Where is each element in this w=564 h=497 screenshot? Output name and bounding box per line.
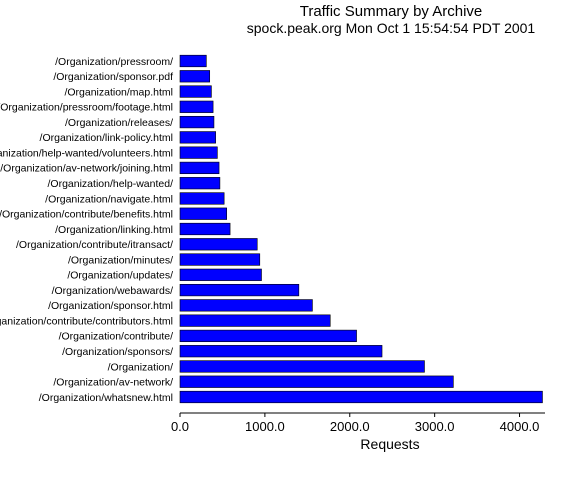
bar bbox=[179, 70, 211, 83]
bar bbox=[179, 375, 454, 388]
bar bbox=[179, 192, 225, 205]
bar bbox=[179, 146, 218, 159]
bar bbox=[179, 161, 220, 175]
category-label: /Organization/sponsors/ bbox=[62, 346, 173, 358]
chart-subtitle: spock.peak.org Mon Oct 1 15:54:54 PDT 20… bbox=[247, 20, 536, 36]
bar bbox=[179, 283, 300, 297]
bar bbox=[179, 390, 543, 404]
category-label: /Organization/av-network/ bbox=[53, 377, 173, 389]
bar bbox=[179, 115, 215, 129]
category-label: /Organization/updates/ bbox=[67, 270, 173, 282]
category-label: /Organization/releases/ bbox=[65, 117, 173, 129]
category-label: /Organization/contribute/contributors.ht… bbox=[0, 315, 173, 327]
x-axis-label: Requests bbox=[360, 436, 419, 452]
category-label: /Organization/pressroom/footage.html bbox=[0, 102, 173, 114]
bar bbox=[179, 85, 212, 98]
bar bbox=[179, 314, 331, 327]
bar bbox=[179, 131, 216, 144]
category-label: /Organization/navigate.html bbox=[45, 193, 173, 205]
bar bbox=[179, 299, 313, 312]
bar bbox=[179, 268, 262, 281]
category-label: /Organization/link-policy.html bbox=[40, 132, 173, 144]
x-tick-label: 4000.0 bbox=[500, 419, 540, 434]
category-label: /Organization/contribute/itransact/ bbox=[16, 239, 173, 251]
category-label: /Organization/sponsor.html bbox=[48, 300, 173, 312]
category-label: /Organization/ bbox=[108, 361, 173, 373]
bar bbox=[179, 207, 227, 220]
category-label: /Organization/linking.html bbox=[55, 224, 173, 236]
chart-title: Traffic Summary by Archive bbox=[300, 3, 483, 20]
bar bbox=[179, 253, 261, 266]
bar bbox=[179, 360, 425, 373]
bar bbox=[179, 222, 231, 236]
x-tick-label: 1000.0 bbox=[245, 419, 285, 434]
bar bbox=[179, 238, 258, 251]
category-label: /Organization/pressroom/ bbox=[55, 56, 173, 68]
category-label: /Organization/map.html bbox=[64, 86, 173, 98]
x-tick-label: 2000.0 bbox=[330, 419, 370, 434]
category-label: /Organization/help-wanted/volunteers.htm… bbox=[0, 147, 173, 159]
bar bbox=[179, 177, 221, 190]
category-labels: /Organization/pressroom/ /Organization/sp… bbox=[0, 56, 173, 404]
category-label: /Organization/webawards/ bbox=[52, 285, 173, 297]
x-tick-label: 0.0 bbox=[171, 419, 189, 434]
bar bbox=[179, 54, 207, 68]
bar bbox=[179, 345, 383, 358]
category-label: /Organization/av-network/joining.html bbox=[0, 163, 173, 175]
category-label: /Organization/minutes/ bbox=[68, 254, 173, 266]
bar-group bbox=[179, 54, 543, 404]
x-tick-label: 3000.0 bbox=[415, 419, 455, 434]
category-label: /Organization/help-wanted/ bbox=[48, 178, 174, 190]
bar bbox=[179, 329, 357, 343]
category-label: /Organization/contribute/ bbox=[59, 331, 173, 343]
bar bbox=[179, 100, 214, 113]
category-label: /Organization/whatsnew.html bbox=[39, 392, 173, 404]
category-label: /Organization/contribute/benefits.html bbox=[0, 209, 173, 221]
x-axis: 0.0 1000.0 2000.0 3000.0 4000.0 bbox=[171, 412, 545, 434]
category-label: /Organization/sponsor.pdf bbox=[53, 71, 173, 83]
